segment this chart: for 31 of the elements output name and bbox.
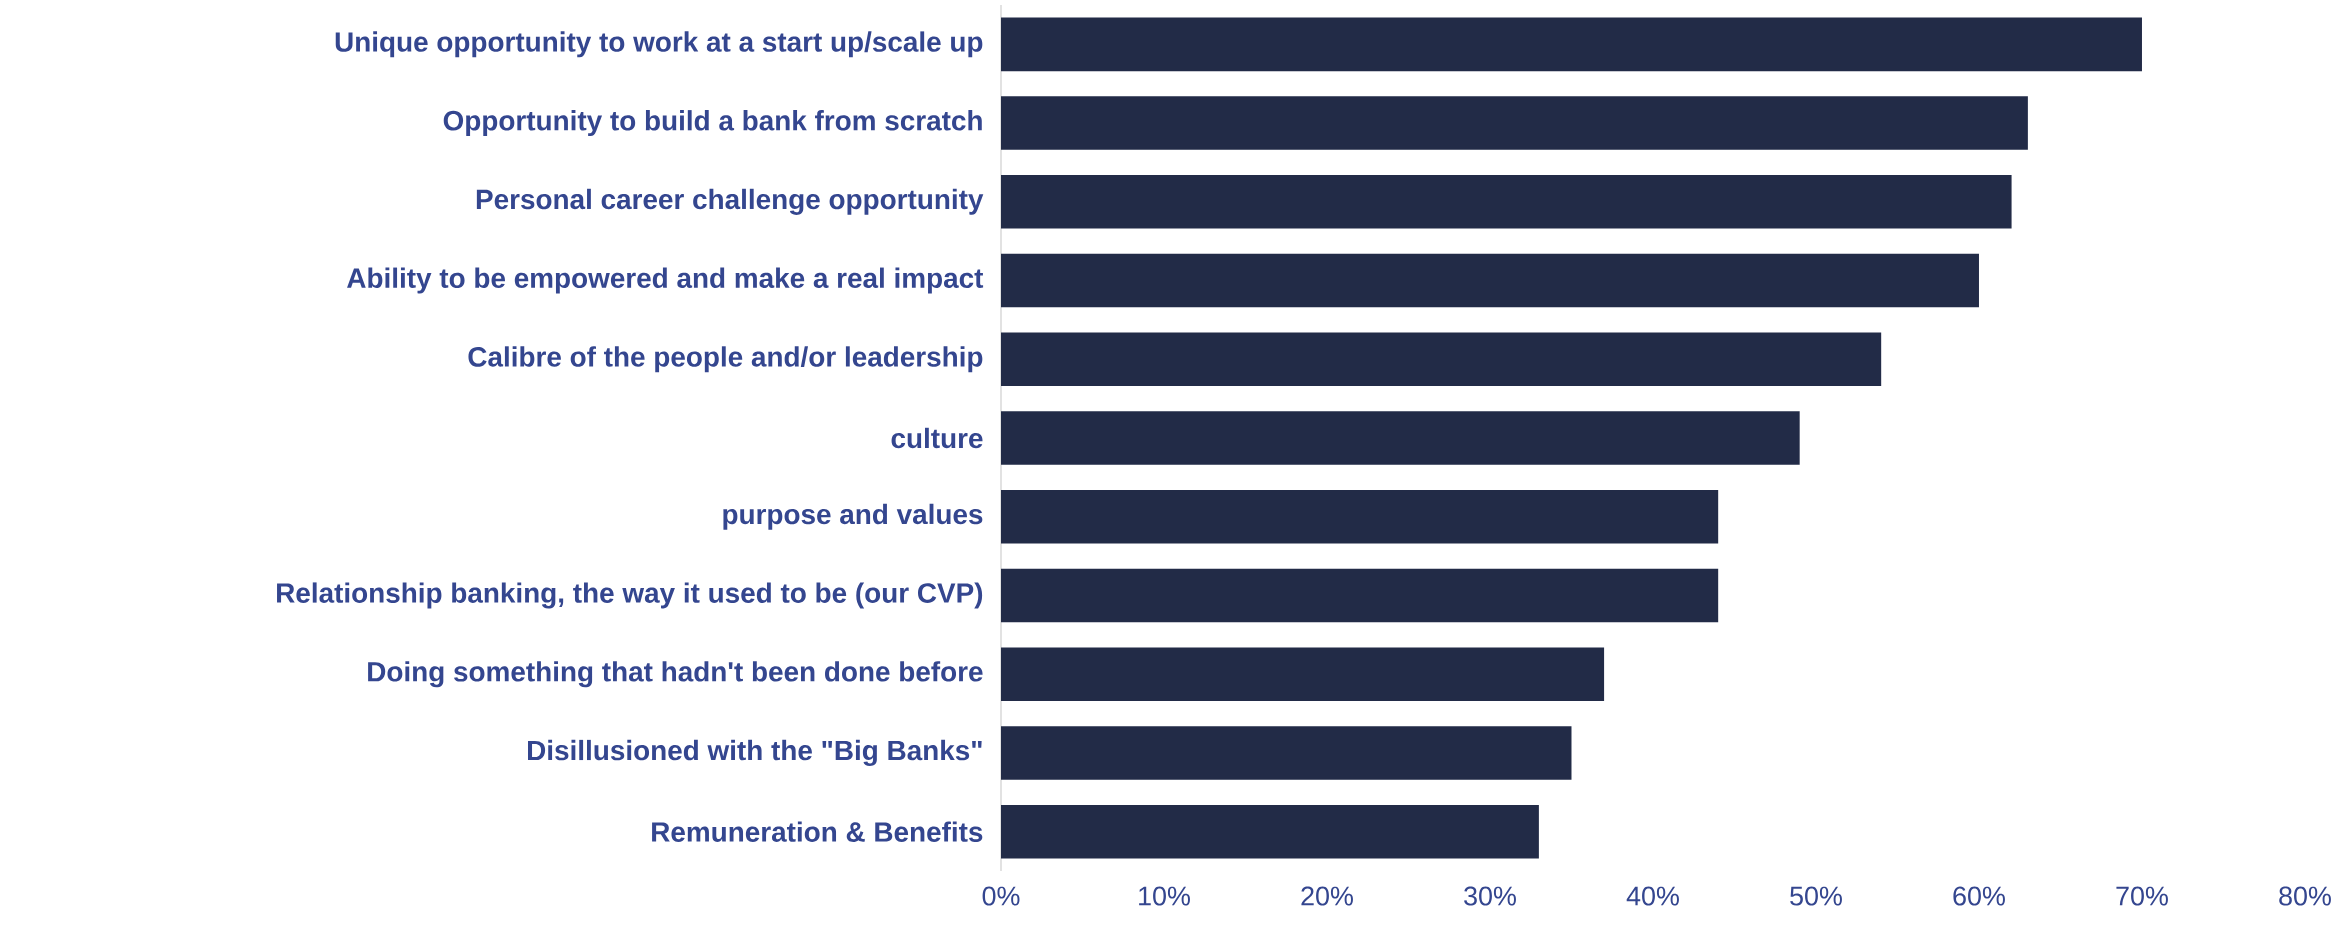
- bar: [1001, 175, 2012, 229]
- bar: [1001, 726, 1572, 780]
- y-tick-label: Opportunity to build a bank from scratch: [443, 110, 982, 137]
- bar: [1001, 332, 1882, 387]
- y-tick-label: Ability to be empowered and make a real impact: [347, 267, 984, 294]
- x-tick-label: 20%: [1301, 886, 1353, 906]
- x-tick-label: 30%: [1464, 886, 1516, 906]
- bar: [1001, 411, 1800, 465]
- y-tick-label: culture: [891, 427, 983, 449]
- y-tick-label: Doing something that hadn't been done before: [368, 661, 983, 688]
- bar: [1001, 647, 1605, 701]
- x-tick-label: 60%: [1953, 886, 2005, 906]
- x-tick-label: 70%: [2116, 886, 2168, 906]
- bar: [1001, 96, 2028, 150]
- bar: [1001, 804, 1539, 859]
- x-tick-label: 40%: [1626, 886, 1679, 906]
- bar: [1001, 17, 2142, 72]
- x-tick-label: 10%: [1139, 886, 1190, 906]
- bar: [1001, 253, 1979, 308]
- bar: [1001, 489, 1719, 544]
- y-tick-label: Unique opportunity to work at a start up/scale up: [335, 31, 983, 58]
- x-tick-label: 80%: [2279, 886, 2331, 906]
- y-tick-label: Disillusioned with the "Big Banks": [528, 739, 982, 766]
- y-tick-label: Relationship banking, the way it used to be (our CVP): [277, 582, 983, 609]
- x-tick-label: 0%: [982, 886, 1020, 906]
- y-tick-label: Calibre of the people and/or leadership: [468, 346, 983, 373]
- x-tick-label: 50%: [1790, 886, 1842, 906]
- y-tick-label: purpose and values: [723, 503, 983, 530]
- y-tick-label: Personal career challenge opportunity: [476, 188, 984, 215]
- bar: [1001, 568, 1719, 623]
- y-tick-label: Remuneration & Benefits: [652, 821, 983, 842]
